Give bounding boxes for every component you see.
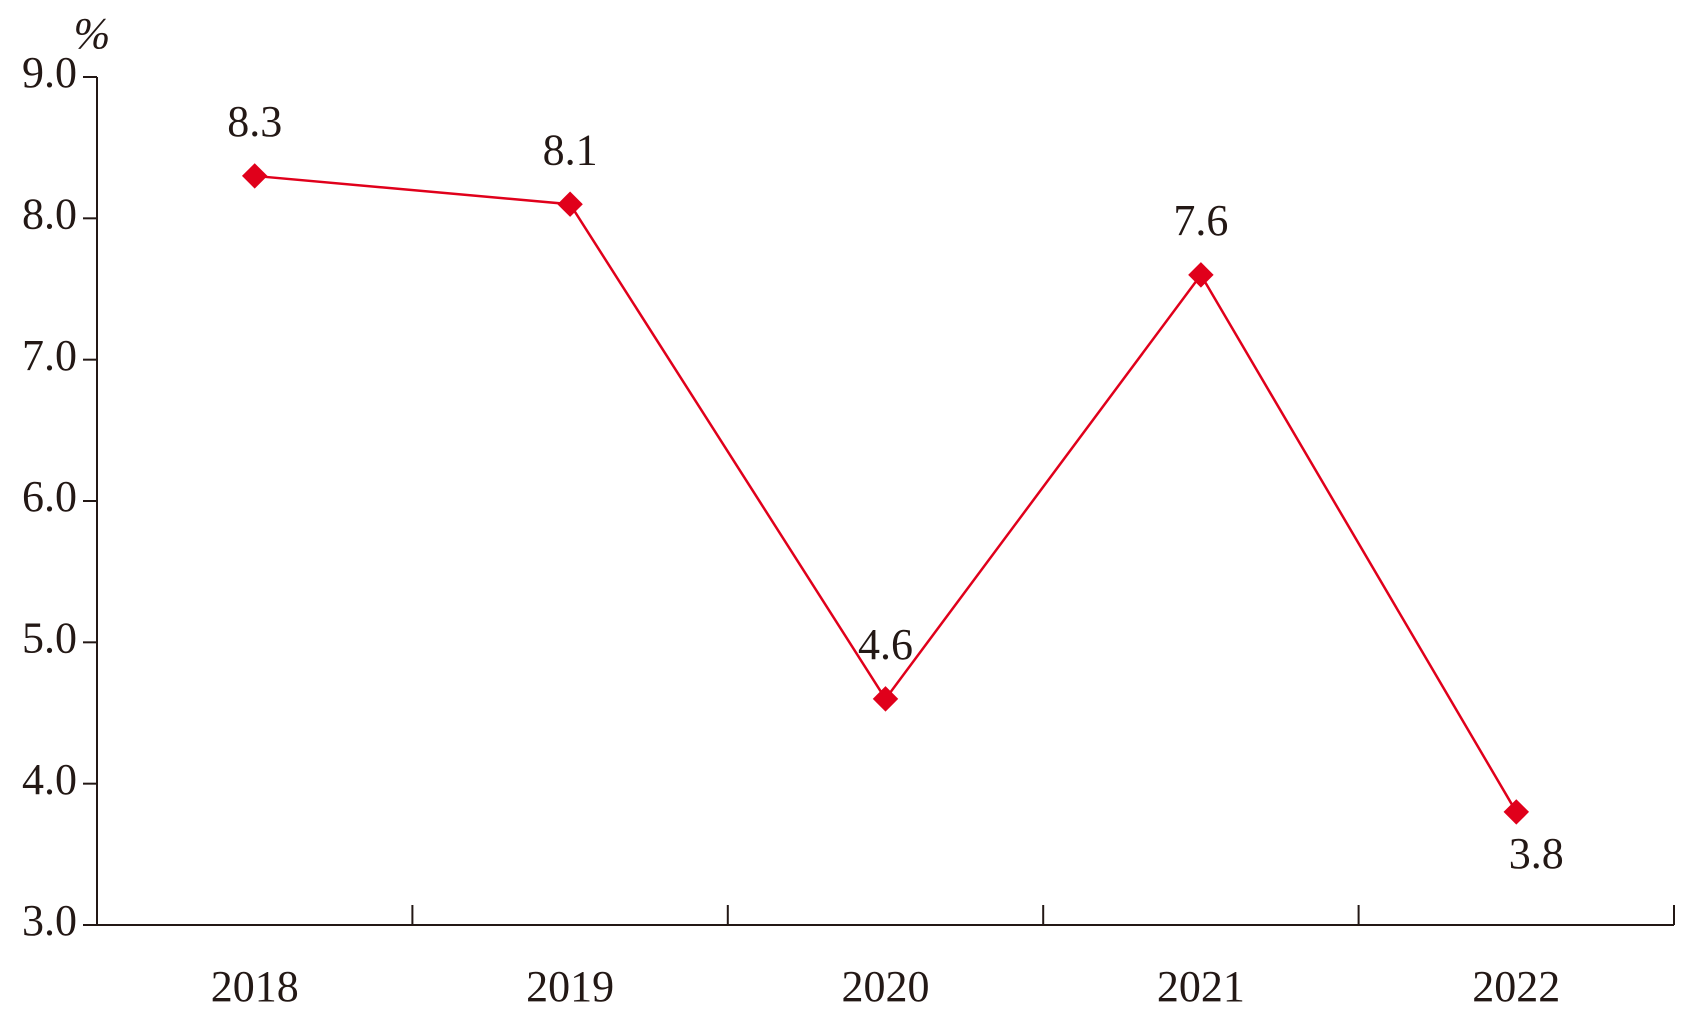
marker (1503, 799, 1530, 825)
x-tick-label: 2020 (842, 962, 930, 1011)
y-tick-label: 9.0 (22, 48, 77, 97)
y-tick-label: 4.0 (22, 755, 77, 804)
value-label: 8.3 (227, 97, 282, 146)
value-label: 3.8 (1509, 829, 1564, 878)
line (254, 174, 1518, 813)
y-tick-label: 3.0 (22, 896, 77, 945)
x-tick-label: 2018 (211, 962, 299, 1011)
value-label: 7.6 (1173, 196, 1228, 245)
x-tick-label: 2022 (1472, 962, 1560, 1011)
value-label: 8.1 (543, 125, 598, 174)
x-tick-label: 2021 (1157, 962, 1245, 1011)
y-unit: % (74, 9, 111, 58)
marker (872, 686, 899, 712)
y-tick-label: 7.0 (22, 331, 77, 380)
y-tick-label: 8.0 (22, 189, 77, 238)
value-label: 4.6 (858, 620, 913, 669)
y-tick-label: 5.0 (22, 613, 77, 662)
y-tick-label: 6.0 (22, 472, 77, 521)
marker (557, 191, 583, 217)
marker (1188, 262, 1214, 288)
x-tick-label: 2019 (526, 962, 614, 1011)
marker (241, 163, 268, 189)
